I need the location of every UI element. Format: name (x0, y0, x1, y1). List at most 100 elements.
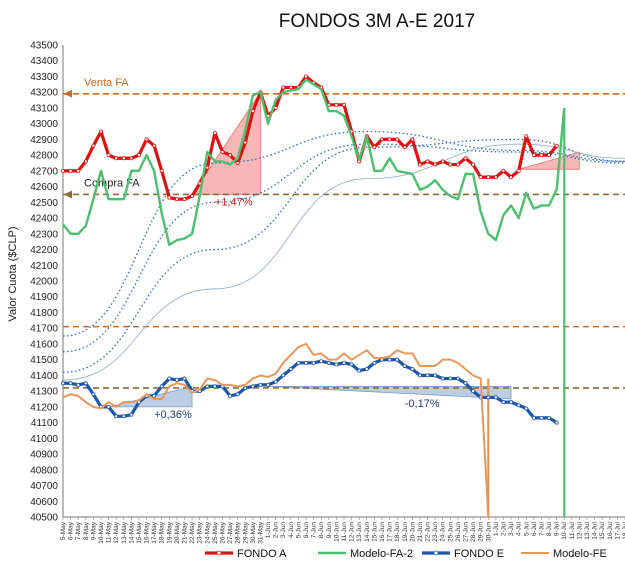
series-line-modelo-fe (62, 342, 490, 518)
data-point (182, 376, 187, 381)
x-tick-label: 15-May (136, 521, 143, 543)
x-tick-label: 28-Jun (470, 522, 477, 542)
data-point (288, 367, 293, 372)
series-line-fondo-a (63, 74, 558, 201)
data-point (334, 102, 339, 107)
x-tick-label: 29-May (242, 521, 249, 543)
x-tick-label: 6-Jul (531, 521, 538, 536)
data-point (235, 160, 240, 165)
x-tick-label: 2-Jun (273, 522, 280, 539)
data-point (129, 412, 134, 417)
x-tick-label: 4-Jul (516, 521, 523, 536)
data-point (152, 143, 157, 148)
y-tick-label: 43200 (30, 88, 58, 99)
data-point (250, 109, 255, 114)
x-tick-label: 16-Jul (607, 521, 614, 539)
legend-swatch-marker (433, 550, 439, 556)
data-point (433, 373, 438, 378)
data-point (486, 175, 491, 180)
x-tick-label: 23-Jun (432, 522, 439, 542)
x-tick-label: 30-Jun (485, 522, 492, 542)
data-point (159, 384, 164, 389)
data-point (266, 382, 271, 387)
y-tick-label: 42800 (30, 151, 58, 162)
y-tick-label: 43400 (30, 56, 58, 67)
data-point (341, 102, 346, 107)
data-point (516, 168, 521, 173)
data-point (402, 145, 407, 150)
data-point (212, 131, 217, 136)
x-tick-label: 1-Jun (265, 522, 272, 539)
trend-line (62, 138, 625, 373)
reference-line-arrow (64, 190, 72, 199)
data-point (114, 414, 119, 419)
data-point (159, 168, 164, 173)
plot-area: 40500 40600 40700 40800 40900 41000 41100 41200… (30, 41, 625, 544)
x-tick-label: 15-Jul (599, 521, 606, 539)
data-point (410, 137, 415, 142)
y-tick-label: 42600 (30, 182, 58, 193)
x-tick-label: 3-Jul (508, 521, 515, 536)
y-tick-label: 40900 (30, 450, 58, 461)
y-tick-label: 41200 (30, 402, 58, 413)
x-tick-label: 13-Jun (356, 522, 363, 542)
y-tick-label: 43300 (30, 72, 58, 83)
trend-line (62, 143, 625, 381)
data-point (281, 373, 286, 378)
data-point (349, 362, 354, 367)
x-tick-label: 8-Jul (546, 521, 553, 536)
x-tick-label: 17-Jul (614, 521, 621, 539)
data-point (273, 379, 278, 384)
data-point (326, 360, 331, 365)
data-point (364, 367, 369, 372)
data-point (129, 156, 134, 161)
data-point (114, 156, 119, 161)
data-point (167, 376, 172, 381)
shaded-region (268, 386, 512, 400)
x-tick-label: 22-May (189, 521, 196, 543)
data-point (205, 165, 210, 170)
x-tick-label: 7-Jul (538, 521, 545, 536)
data-point (440, 159, 445, 164)
y-tick-label: 40800 (30, 465, 58, 476)
data-point (304, 74, 309, 79)
legend-label: FONDO E (454, 548, 504, 560)
y-tick-label: 41900 (30, 292, 58, 303)
x-tick-label: 19-May (166, 521, 173, 543)
x-tick-label: 12-Jun (349, 522, 356, 542)
data-annotation: -0,17% (405, 398, 440, 410)
data-point (425, 159, 430, 164)
x-tick-label: 18-Jul (622, 521, 625, 539)
legend-swatch-marker (216, 550, 222, 556)
legend-label: FONDO A (237, 548, 287, 560)
legend: FONDO A Modelo-FA-2 FONDO E Modelo-FE (205, 548, 607, 560)
data-point (509, 175, 514, 180)
data-point (547, 415, 552, 420)
data-point (455, 376, 460, 381)
reference-line-label: Compra FA (84, 177, 140, 189)
data-point (288, 85, 293, 90)
x-tick-label: 14-Jun (364, 522, 371, 542)
x-tick-label: 9-Jun (326, 522, 333, 539)
data-point (98, 129, 103, 134)
data-point (448, 376, 453, 381)
data-point (61, 168, 66, 173)
data-point (471, 162, 476, 167)
y-tick-label: 41300 (30, 387, 58, 398)
data-point (311, 360, 316, 365)
data-point (471, 389, 476, 394)
x-tick-label: 5-Jul (523, 521, 530, 536)
y-axis-label: Valor Cuota ($CLP) (7, 226, 19, 321)
data-point (448, 162, 453, 167)
data-point (106, 153, 111, 158)
data-point (509, 400, 514, 405)
x-tick-label: 11-Jun (341, 522, 348, 542)
y-tick-label: 42100 (30, 261, 58, 272)
data-point (372, 360, 377, 365)
data-point (463, 156, 468, 161)
data-point (341, 360, 346, 365)
data-point (190, 194, 195, 199)
x-tick-label: 18-Jun (394, 522, 401, 542)
y-tick-label: 42700 (30, 166, 58, 177)
y-tick-label: 42300 (30, 229, 58, 240)
